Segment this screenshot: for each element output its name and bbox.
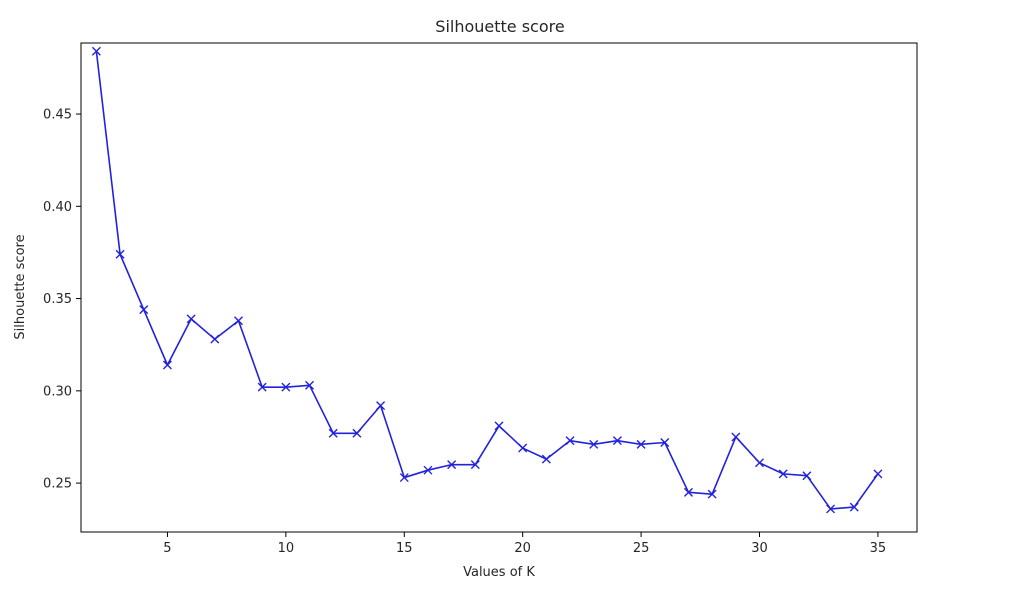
- data-point-marker: [162, 360, 172, 370]
- data-point-marker: [281, 382, 291, 392]
- data-point-marker: [612, 436, 622, 446]
- data-point-marker: [494, 421, 504, 431]
- data-point-marker: [636, 439, 646, 449]
- data-point-marker: [731, 432, 741, 442]
- y-tick-label: 0.40: [43, 200, 72, 215]
- series-silhouette: [91, 46, 883, 514]
- x-tick-label: 10: [278, 541, 295, 556]
- x-tick-label: 25: [633, 541, 650, 556]
- data-point-marker: [707, 489, 717, 499]
- chart-title: Silhouette score: [435, 17, 564, 36]
- x-axis: 5 10 15 20 25 30 35: [163, 532, 886, 556]
- x-tick-label: 20: [514, 541, 531, 556]
- data-point-marker: [91, 46, 101, 56]
- x-tick-label: 5: [163, 541, 171, 556]
- data-point-marker: [873, 469, 883, 479]
- data-point-marker: [470, 460, 480, 470]
- y-tick-label: 0.35: [43, 292, 72, 307]
- data-point-marker: [849, 502, 859, 512]
- data-point-marker: [399, 473, 409, 483]
- data-point-marker: [186, 314, 196, 324]
- data-point-marker: [257, 382, 267, 392]
- x-tick-label: 35: [870, 541, 887, 556]
- data-point-marker: [115, 249, 125, 259]
- data-point-marker: [305, 380, 315, 390]
- data-point-marker: [660, 438, 670, 447]
- series-line: [95, 51, 879, 510]
- data-point-marker: [423, 465, 433, 475]
- data-point-marker: [778, 469, 788, 479]
- y-tick-label: 0.25: [43, 477, 72, 492]
- data-point-marker: [826, 504, 836, 514]
- y-axis-label: Silhouette score: [13, 234, 28, 339]
- data-point-marker: [352, 428, 362, 438]
- data-point-marker: [447, 460, 457, 470]
- plot-frame: [80, 42, 918, 533]
- x-axis-label: Values of K: [463, 565, 535, 580]
- data-point-marker: [376, 401, 386, 411]
- data-point-marker: [518, 443, 528, 453]
- data-point-marker: [210, 334, 220, 344]
- plot-area: [80, 42, 918, 533]
- y-tick-label: 0.45: [43, 108, 72, 123]
- data-point-marker: [233, 316, 243, 326]
- y-tick-label: 0.30: [43, 384, 72, 399]
- data-point-marker: [589, 439, 599, 449]
- x-tick-label: 30: [751, 541, 768, 556]
- data-point-marker: [139, 305, 149, 315]
- data-point-marker: [328, 428, 338, 438]
- data-point-marker: [565, 436, 575, 446]
- data-point-marker: [802, 471, 812, 481]
- y-axis: 0.25 0.30 0.35 0.40 0.45: [43, 108, 81, 492]
- data-point-marker: [683, 487, 693, 497]
- data-point-marker: [755, 458, 765, 468]
- data-point-marker: [541, 454, 551, 464]
- x-tick-label: 15: [396, 541, 413, 556]
